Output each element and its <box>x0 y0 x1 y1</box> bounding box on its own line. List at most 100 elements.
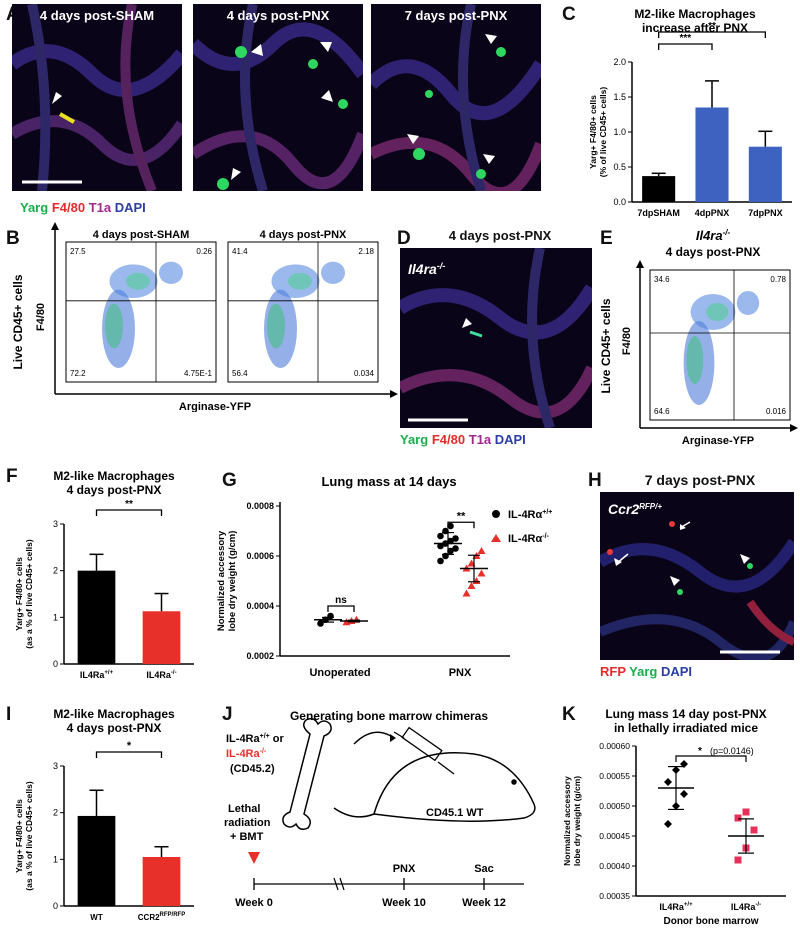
data-point <box>462 589 471 597</box>
significance-bracket <box>95 509 163 516</box>
chart-g: Lung mass at 14 days 0.0002 0.0004 0.0006 0… <box>216 474 552 679</box>
tissue-pattern <box>12 4 182 191</box>
micrograph-title: 4 days post-PNX <box>226 8 330 23</box>
genotype-label: Il4ra-/- <box>408 261 445 277</box>
y-axis-label: Normalized accessorylobe dry weight (g/c… <box>562 776 582 866</box>
step-label: + BMT <box>230 831 264 843</box>
radiation-marker <box>248 852 260 864</box>
x-tick-label: WT <box>90 913 103 922</box>
panel-e-title: Il4ra-/- <box>696 228 731 243</box>
chart-title: Lung mass 14 day post-PNX <box>605 707 766 721</box>
x-tick-label: 4dpPNX <box>695 208 730 218</box>
flow-plot-frame <box>65 241 217 383</box>
chart-title: 4 days post-PNX <box>67 483 162 497</box>
bar <box>695 107 729 202</box>
significance-label: * <box>127 740 132 752</box>
panel-h-title: 7 days post-PNX <box>644 472 756 488</box>
micrograph-pnx-4d: 4 days post-PNX <box>193 4 363 191</box>
y-tick-label: 3 <box>53 761 58 771</box>
data-point <box>437 557 444 565</box>
diagram-title: Generating bone marrow chimeras <box>290 709 488 723</box>
x-tick-label: IL4Ra-/- <box>731 902 761 912</box>
y-axis-label: Yarg+ F4/80+ cells(as a % of live CD45+ … <box>14 781 34 891</box>
y-tick-label: 0.0008 <box>246 501 274 511</box>
y-tick-label: 0.00040 <box>599 861 630 871</box>
significance-label: ** <box>125 499 133 510</box>
quadrant-value: 72.2 <box>70 369 86 378</box>
y-label: Live CD45+ cells <box>599 298 613 393</box>
significance-bracket <box>675 755 747 762</box>
tissue-pattern <box>193 4 363 191</box>
mouse-icon <box>333 752 536 822</box>
bar <box>77 815 116 906</box>
flow-plot-frame <box>227 241 379 383</box>
y-label: F4/80 <box>35 303 47 331</box>
y-tick-label: 0.0002 <box>246 651 274 661</box>
timeline-event: PNX <box>393 863 416 875</box>
x-tick-label: PNX <box>449 667 472 679</box>
chart-i: M2-like Macrophages 4 days post-PNX 0 1 2 3… <box>14 707 194 922</box>
y-axis-label: Yarg+ F4/80+ cells(% of live CD45+ cells… <box>588 87 608 178</box>
syringe-icon <box>393 726 455 775</box>
y-axis-label: Yarg+ F4/80+ cells(as a % of live CD45+ … <box>14 539 34 649</box>
data-point <box>447 522 454 530</box>
genotype-label: Ccr2RFP/+ <box>608 501 662 517</box>
timeline-week: Week 0 <box>235 897 273 909</box>
y-tick-label: 0 <box>53 901 58 911</box>
x-tick-label: 7dpSHAM <box>637 208 680 218</box>
data-point <box>734 814 742 822</box>
y-tick-label: 0.00050 <box>599 801 630 811</box>
data-point <box>447 547 454 555</box>
y-tick-label: 2 <box>53 566 58 576</box>
flow-plot-title: 4 days post-SHAM <box>93 229 190 241</box>
significance-bracket <box>95 751 163 758</box>
significance-bracket <box>447 521 475 529</box>
x-axis-label: Donor bone marrow <box>663 916 758 927</box>
panel-label-b: B <box>6 228 20 249</box>
data-point <box>467 582 476 589</box>
y-tick-label: 0.00045 <box>599 831 630 841</box>
legend-marker <box>491 534 501 542</box>
micrograph-pnx-7d: 7 days post-PNX <box>371 4 541 191</box>
arrow-icon <box>353 731 395 745</box>
x-tick-label: IL4Ra+/+ <box>659 902 693 912</box>
donor-ko-label: IL-4Ra-/- <box>226 748 267 760</box>
chart-title: in lethally irradiated mice <box>614 721 758 735</box>
step-label: radiation <box>224 817 271 829</box>
data-point <box>680 790 688 798</box>
quadrant-value: 0.034 <box>354 369 375 378</box>
data-point <box>437 542 444 550</box>
legend-label: IL-4Rα+/+ <box>508 509 552 521</box>
quadrant-value: 0.26 <box>196 247 212 256</box>
x-tick-label: 7dpPNX <box>748 208 783 218</box>
quadrant-value: 2.18 <box>358 247 374 256</box>
significance-bracket <box>327 605 355 612</box>
stain-legend-h: RFP Yarg DAPI <box>600 664 693 679</box>
chart-title: M2-like Macrophages <box>53 707 175 721</box>
micrograph-ccr2: Ccr2RFP/+ <box>600 492 794 660</box>
y-tick-label: 1.5 <box>613 92 626 102</box>
y-label: Live CD45+ cells <box>11 274 25 369</box>
bar <box>748 146 782 202</box>
y-label: F4/80 <box>621 327 633 355</box>
micrograph-il4ra: Il4ra-/- <box>400 248 592 428</box>
diagram-j: Generating bone marrow chimeras IL-4Ra+/… <box>224 709 536 909</box>
timeline-event: Sac <box>474 863 494 875</box>
chart-title: M2-like Macrophages <box>634 7 756 21</box>
p-value-label: (p=0.0146) <box>710 746 754 756</box>
chart-k: Lung mass 14 day post-PNX in lethally ir… <box>562 707 786 927</box>
quadrant-value: 0.016 <box>766 407 787 416</box>
y-tick-label: 0.00060 <box>599 741 630 751</box>
y-tick-label: 1 <box>53 854 58 864</box>
quadrant-value: 34.6 <box>654 275 670 284</box>
panel-label-f: F <box>6 466 18 487</box>
data-point <box>437 532 444 540</box>
quadrant-value: 56.4 <box>232 369 248 378</box>
y-tick-label: 2 <box>53 808 58 818</box>
panel-label-k: K <box>562 704 576 725</box>
donor-cd-label: (CD45.2) <box>230 763 275 775</box>
significance-bracket <box>658 31 766 38</box>
panel-label-g: G <box>222 470 237 491</box>
y-tick-label: 2.0 <box>613 57 626 67</box>
y-tick-label: 0.0004 <box>246 601 274 611</box>
